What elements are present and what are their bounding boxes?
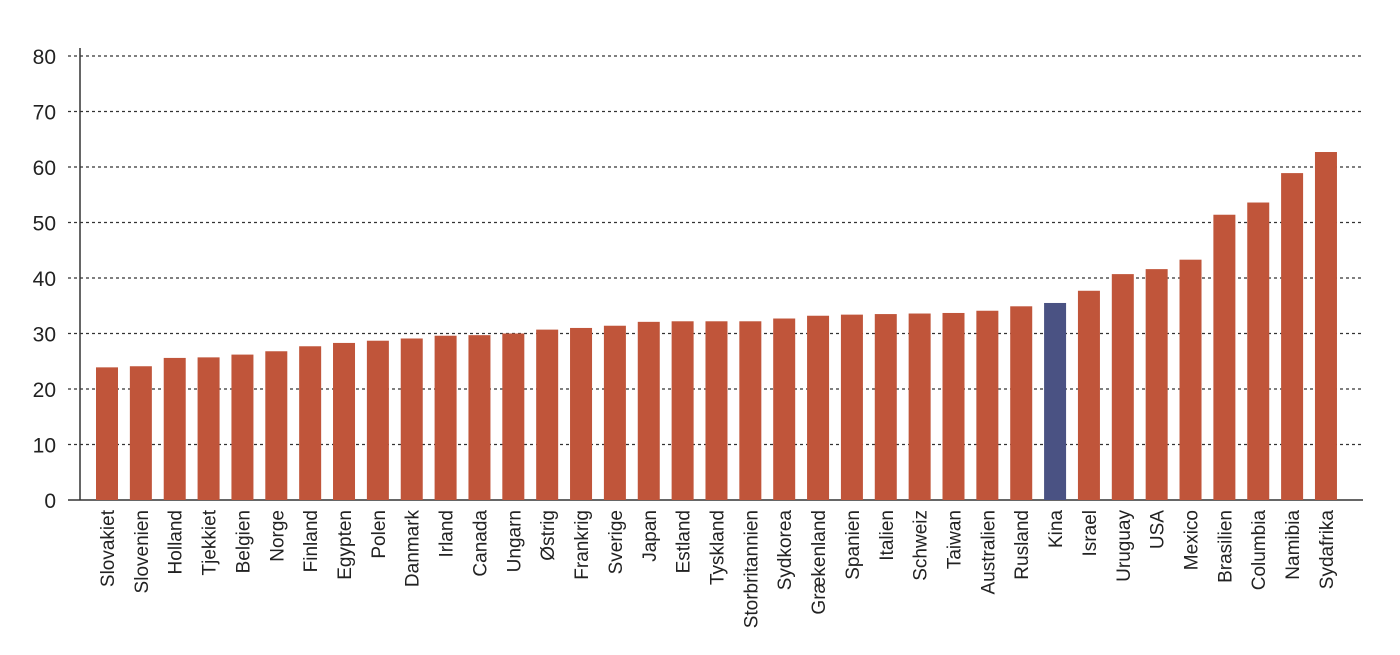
category-label: Frankrig	[572, 510, 593, 580]
bar-usa	[1145, 269, 1168, 500]
bar-østrig	[536, 329, 559, 500]
category-labels: Slovakiet Slovenien Holland Tjekkiet Belgien…	[98, 509, 1338, 628]
category-label: Australien	[978, 510, 999, 595]
category-label: Irland	[437, 510, 458, 558]
category-label: Østrig	[538, 510, 559, 561]
y-tick-label: 30	[33, 324, 56, 347]
category-label: Mexico	[1182, 510, 1203, 570]
bar-sverige	[603, 325, 626, 500]
category-label: Egypten	[335, 510, 356, 580]
category-label: Japan	[640, 510, 661, 562]
category-label: Finland	[301, 510, 322, 572]
bar-japan	[637, 321, 660, 500]
category-label: Ungarn	[504, 510, 525, 572]
y-tick-label: 60	[33, 157, 56, 180]
category-label: Slovakiet	[98, 509, 119, 587]
category-label: Norge	[267, 510, 288, 562]
bar-namibia	[1281, 173, 1304, 501]
bar-danmark	[400, 338, 423, 500]
bar-belgien	[231, 354, 254, 500]
bar-sydkorea	[773, 318, 796, 500]
category-label: Brasilien	[1215, 510, 1236, 583]
category-label: Sydafrika	[1317, 510, 1338, 590]
bar-tjekkiet	[197, 357, 220, 500]
bar-slovenien	[129, 366, 152, 500]
bar-grækenland	[807, 315, 830, 500]
category-label: Holland	[166, 510, 187, 574]
y-tick-label: 20	[33, 379, 56, 402]
category-label: Taiwan	[945, 510, 966, 569]
bar-columbia	[1247, 202, 1270, 500]
category-label: Namibia	[1283, 510, 1304, 580]
bar-kina	[1044, 302, 1067, 500]
y-tick-label: 10	[33, 435, 56, 458]
bar-canada	[468, 335, 491, 500]
category-label: Slovenien	[132, 510, 153, 593]
category-label: Grækenland	[809, 510, 830, 615]
category-label: Kina	[1046, 510, 1067, 548]
category-label: Tyskland	[707, 510, 728, 585]
bar-frankrig	[570, 327, 593, 500]
bar-spanien	[840, 314, 863, 500]
category-label: Storbritannien	[741, 510, 762, 628]
bar-storbritannien	[739, 321, 762, 500]
category-label: Estland	[674, 510, 695, 573]
category-label: Uruguay	[1114, 510, 1135, 582]
bar-holland	[163, 357, 186, 500]
category-label: Canada	[470, 510, 491, 577]
bar-ungarn	[502, 333, 525, 500]
category-label: Belgien	[233, 510, 254, 573]
y-tick-label: 50	[33, 213, 56, 236]
bar-egypten	[333, 342, 356, 500]
bar-schweiz	[908, 313, 931, 500]
category-label: Sverige	[606, 510, 627, 574]
bar-irland	[434, 335, 457, 500]
category-label: Tjekkiet	[200, 509, 221, 575]
bar-polen	[366, 340, 389, 500]
category-label: Columbia	[1249, 510, 1270, 591]
category-label: Rusland	[1012, 510, 1033, 580]
y-tick-labels: 0 10 20 30 40 50 60 70 80	[33, 46, 56, 513]
category-label: Polen	[369, 510, 390, 559]
bar-brasilien	[1213, 214, 1236, 501]
category-label: Sydkorea	[775, 510, 796, 591]
bar-slovakiet	[96, 367, 118, 500]
bar-finland	[299, 346, 322, 500]
category-label: Danmark	[403, 510, 424, 588]
bar-rusland	[1010, 306, 1033, 500]
bar-estland	[671, 321, 694, 500]
category-label: Spanien	[843, 510, 864, 580]
bar-australien	[976, 310, 999, 500]
category-label: Italien	[877, 510, 898, 561]
category-label: USA	[1148, 510, 1169, 549]
bar-mexico	[1179, 259, 1202, 500]
bar-sydafrika	[1314, 152, 1337, 500]
category-label: Schweiz	[911, 510, 932, 581]
bar-israel	[1077, 290, 1100, 500]
bars	[96, 152, 1337, 501]
y-tick-label: 80	[33, 46, 56, 69]
category-label: Israel	[1080, 510, 1101, 556]
y-tick-label: 70	[33, 102, 56, 125]
y-tick-label: 40	[33, 268, 56, 291]
bar-italien	[874, 314, 897, 500]
bar-tyskland	[705, 321, 728, 500]
bar-norge	[265, 351, 288, 500]
bar-uruguay	[1111, 274, 1134, 500]
y-tick-label: 0	[44, 490, 56, 513]
bar-taiwan	[942, 312, 965, 500]
